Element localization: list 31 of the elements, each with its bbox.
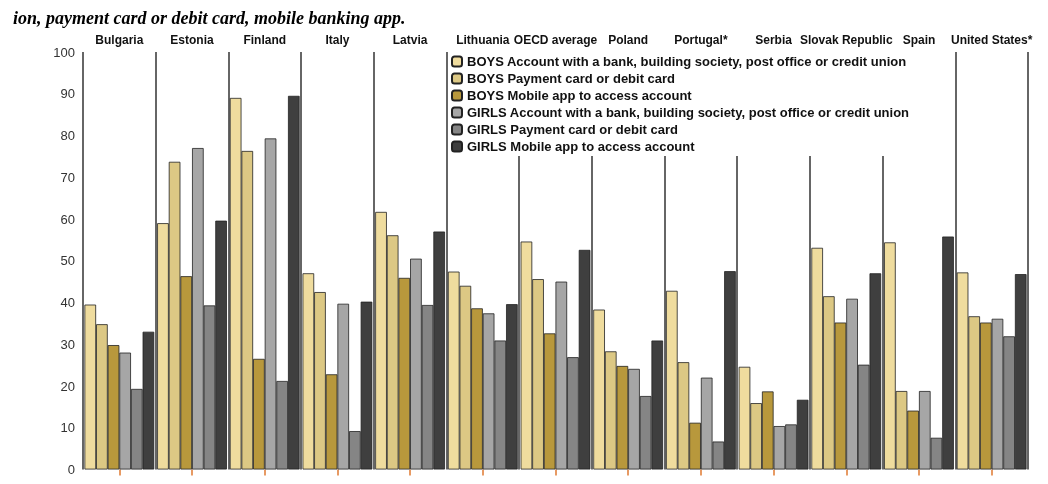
x-tick-label: United States* — [950, 33, 1033, 47]
x-tick-label: Serbia — [755, 33, 793, 47]
y-tick-label: 70 — [60, 169, 75, 185]
x-tick-label: Latvia — [392, 33, 428, 47]
legend-label: GIRLS Payment card or debit card — [467, 122, 678, 137]
y-tick-label: 30 — [60, 336, 75, 352]
y-tick-label: 80 — [60, 128, 75, 143]
legend-label: GIRLS Mobile app to access account — [467, 139, 696, 154]
x-tick-label: Estonia — [170, 33, 215, 47]
y-tick-label: 50 — [60, 253, 75, 269]
legend-label: BOYS Mobile app to access account — [467, 88, 693, 103]
x-tick-label: OECD average — [513, 33, 598, 47]
legend-label: BOYS Payment card or debit card — [467, 71, 676, 86]
chart-title: ion, payment card or debit card, mobile banking app. — [13, 8, 406, 28]
x-tick-label: Italy — [325, 33, 350, 47]
y-tick-label: 40 — [60, 295, 75, 310]
y-tick-label: 100 — [53, 44, 75, 60]
x-tick-label: Finland — [243, 33, 287, 47]
y-tick-label: 60 — [60, 211, 75, 227]
x-tick-label: Slovak Republic — [799, 33, 893, 47]
y-tick-label: 10 — [60, 420, 75, 436]
y-tick-label: 0 — [67, 462, 75, 477]
y-tick-label: 20 — [60, 378, 75, 394]
y-tick-label: 90 — [60, 86, 75, 102]
x-tick-label: Lithuania — [456, 33, 510, 47]
x-tick-label: Portugal* — [674, 33, 728, 47]
x-tick-label: Spain — [902, 33, 936, 47]
x-tick-label: Bulgaria — [95, 33, 144, 47]
legend-label: GIRLS Account with a bank, building society, post office or credit union — [467, 105, 910, 120]
legend-label: BOYS Account with a bank, building society, post office or credit union — [467, 54, 907, 69]
x-tick-label: Poland — [608, 33, 649, 47]
